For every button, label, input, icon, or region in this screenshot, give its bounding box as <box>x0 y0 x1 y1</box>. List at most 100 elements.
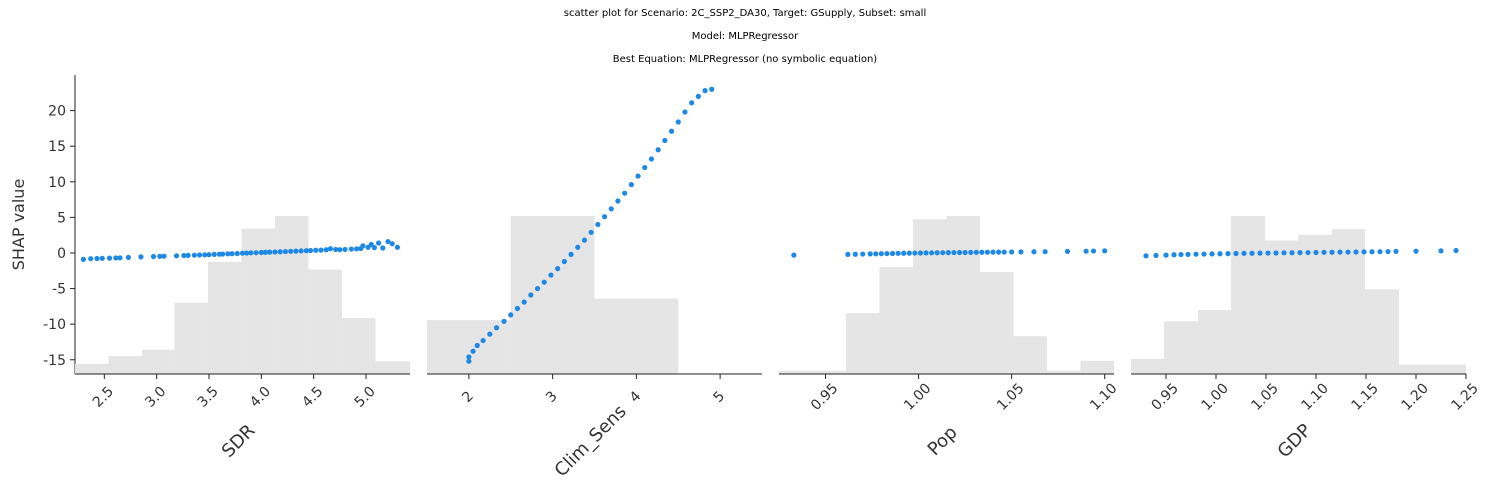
scatter-point <box>385 238 391 245</box>
x-tick-label: 5 <box>710 388 728 406</box>
histogram-bar <box>75 363 109 374</box>
y-tick-label: -5 <box>52 282 66 298</box>
scatter-point <box>615 198 621 204</box>
x-tick-label: 0.95 <box>808 380 841 413</box>
scatter-point <box>984 249 991 255</box>
scatter-point <box>635 173 641 179</box>
x-tick-label: 1.05 <box>994 380 1027 413</box>
scatter-point <box>895 250 901 256</box>
scatter-point <box>962 249 968 256</box>
scatter-point <box>912 250 918 256</box>
scatter-point <box>622 190 628 196</box>
scatter-point <box>668 128 675 134</box>
scatter-point <box>202 252 208 258</box>
scatter-point <box>368 241 374 248</box>
scatter-point <box>1289 250 1295 256</box>
scatter-point <box>1353 249 1359 255</box>
histogram-bar <box>308 269 342 374</box>
x-tick-label: 1.15 <box>1348 380 1381 413</box>
scatter-point <box>125 254 131 260</box>
histogram-bar <box>1399 364 1432 374</box>
scatter-point <box>487 331 493 337</box>
scatter-point <box>389 241 395 247</box>
scatter-point <box>303 248 309 254</box>
scatter-point <box>541 279 547 285</box>
scatter-point <box>588 229 594 235</box>
scatter-point <box>555 266 561 272</box>
scatter-point <box>248 250 254 256</box>
scatter-point <box>514 305 521 312</box>
scatter-point <box>1337 249 1343 255</box>
histogram-bar <box>1298 234 1332 374</box>
panel-pop: 0.95 1.00 1.05 1.10 Pop <box>779 216 1121 460</box>
histogram-bar <box>846 313 880 374</box>
scatter-point <box>337 247 343 253</box>
y-axis-label: SHAP value <box>9 179 28 271</box>
scatter-point <box>234 250 240 257</box>
y-tick-label: 10 <box>48 175 66 191</box>
histogram-bar <box>779 370 813 374</box>
panel-gdp: 0.95 1.00 1.05 1.10 1.15 1.20 1.25 GDP <box>1131 216 1482 462</box>
scatter-point <box>917 250 924 256</box>
scatter-point <box>1001 249 1007 255</box>
scatter-point <box>702 88 708 94</box>
scatter-point <box>878 251 884 257</box>
scatter-point <box>956 249 963 256</box>
histogram-bar <box>1080 360 1114 374</box>
scatter-point <box>968 249 974 256</box>
scatter-point <box>1453 247 1459 254</box>
scatter-point <box>1393 248 1399 255</box>
scatter-point <box>501 318 507 324</box>
scatter-point <box>628 182 634 188</box>
scatter-point <box>1090 248 1097 254</box>
scatter-point <box>272 249 278 255</box>
scatter-point <box>1361 249 1367 255</box>
x-tick-label: 1.10 <box>1087 380 1120 413</box>
scatter-point <box>1031 249 1037 255</box>
scatter-point <box>375 240 382 246</box>
scatter-point <box>906 250 912 256</box>
scatter-point <box>595 221 601 228</box>
histogram-bar <box>1265 240 1298 374</box>
scatter-point <box>852 251 858 257</box>
scatter-point <box>150 253 157 260</box>
x-tick-label: 3.5 <box>195 384 222 411</box>
scatter-point <box>1018 249 1024 255</box>
scatter-point <box>884 250 890 257</box>
x-tick-label: 1.00 <box>1198 380 1231 413</box>
scatter-point <box>94 255 100 262</box>
scatter-point <box>1233 250 1239 257</box>
scatter-point <box>1178 251 1184 258</box>
x-tick-label: 3 <box>543 388 561 406</box>
scatter-point <box>648 156 655 162</box>
scatter-point <box>206 252 212 258</box>
scatter-point <box>239 250 246 256</box>
scatter-point <box>354 246 360 252</box>
scatter-point <box>934 250 940 256</box>
scatter-point <box>480 337 486 344</box>
scatter-point <box>253 250 259 256</box>
scatter-point <box>1042 249 1048 255</box>
scatter-point <box>244 250 250 256</box>
scatter-point <box>1209 251 1215 257</box>
scatter-point <box>466 354 472 360</box>
scatter-point <box>575 244 581 250</box>
scatter-point <box>258 249 264 256</box>
x-tick-label: 2 <box>459 388 477 406</box>
histogram-bar <box>375 361 410 374</box>
scatter-point <box>157 253 163 259</box>
x-tick-label: 1.25 <box>1448 380 1481 413</box>
scatter-point <box>689 100 695 106</box>
scatter-point <box>791 252 797 258</box>
scatter-point <box>979 249 985 255</box>
scatter-point <box>1163 252 1169 258</box>
scatter-point <box>940 250 946 256</box>
x-tick-label: 2.5 <box>90 384 117 411</box>
histogram-bar <box>594 298 679 374</box>
scatter-point <box>117 255 123 261</box>
scatter-point <box>80 256 86 262</box>
scatter-point <box>1329 249 1335 255</box>
scatter-point <box>682 109 688 115</box>
scatter-point <box>106 255 113 261</box>
chart-subtitle-equation: Best Equation: MLPRegressor (no symbolic… <box>612 54 878 65</box>
